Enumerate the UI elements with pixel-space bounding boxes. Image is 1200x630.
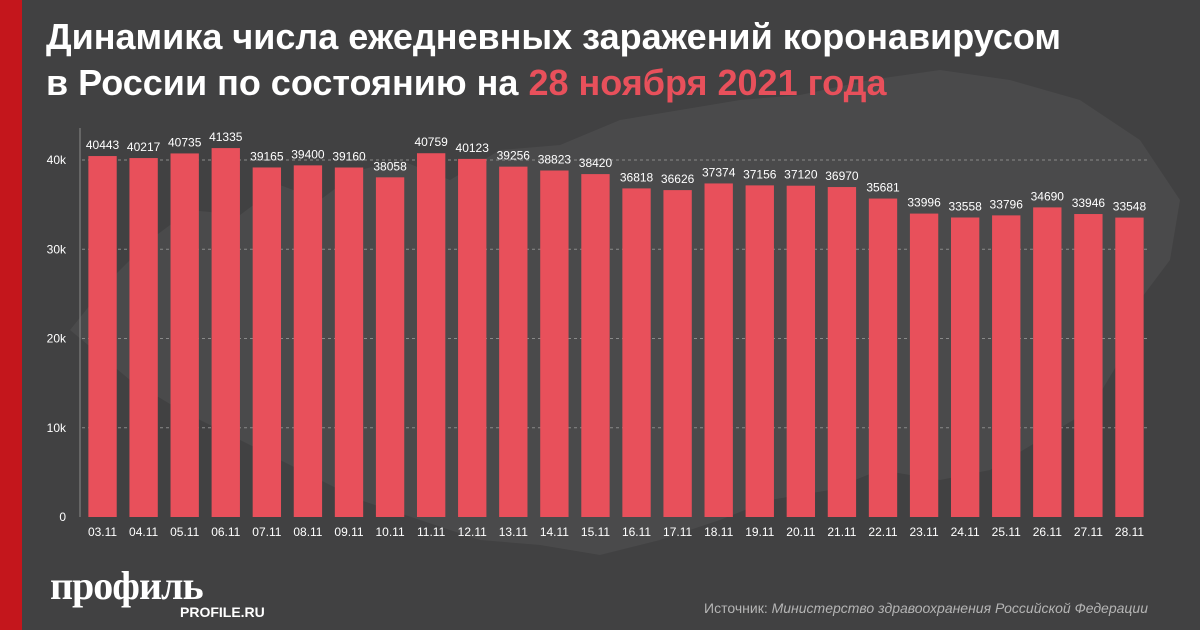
bar [704,183,733,517]
x-tick-label: 22.11 [868,525,897,539]
bar [375,177,405,518]
data-label: 39160 [332,149,366,163]
bar [211,148,240,517]
bar [622,188,651,517]
bar [992,215,1021,517]
x-tick-label: 04.11 [129,525,158,539]
data-label: 38823 [538,153,572,167]
data-label: 36818 [620,170,654,184]
x-tick-label: 06.11 [211,525,240,539]
bar [88,156,117,518]
bar [663,190,692,517]
x-tick-label: 05.11 [170,525,199,539]
data-label: 33548 [1113,200,1147,214]
y-tick-label: 0 [59,510,66,524]
y-tick-label: 10k [47,421,67,435]
bar [334,167,364,517]
x-tick-label: 20.11 [786,525,815,539]
bar-layer [88,148,1144,518]
x-tick-label: 10.11 [376,525,405,539]
data-label: 41335 [209,130,243,144]
bar [458,158,487,517]
data-label: 39256 [497,149,531,163]
source-organization: Министерство здравоохранения Российской … [771,600,1148,616]
bar [950,217,980,517]
data-label: 34690 [1031,189,1065,203]
x-tick-label: 18.11 [704,525,733,539]
source-label: Источник: [704,600,772,616]
data-label: 33996 [907,196,941,210]
data-label: 38058 [373,159,407,173]
data-label: 40759 [414,135,448,149]
bar [540,170,569,517]
data-label: 33558 [948,199,982,213]
data-label: 40735 [168,135,202,149]
x-tick-label: 08.11 [293,525,322,539]
bar [581,174,610,517]
x-tick-label: 09.11 [334,525,363,539]
x-tick-label: 12.11 [458,525,487,539]
y-tick-label: 20k [47,332,67,346]
x-tick-label: 07.11 [252,525,281,539]
label-layer: 40443 40217 40735 41335 39165 39400 39160 38058… [86,130,1147,213]
bar [909,213,939,517]
x-tick-label: 21.11 [827,525,856,539]
x-tick-label: 15.11 [581,525,610,539]
x-tick-label: 13.11 [499,525,528,539]
data-label: 39400 [291,147,325,161]
bar [416,153,446,517]
bar [129,158,158,517]
bar [293,165,323,518]
x-tick-label: 23.11 [910,525,939,539]
data-label: 40217 [127,140,161,154]
y-tick-label: 40k [47,153,67,167]
data-label: 36626 [661,172,695,186]
x-tick-label: 24.11 [951,525,980,539]
x-tick-label: 14.11 [540,525,569,539]
data-label: 37120 [784,168,818,182]
y-tick-label: 30k [47,242,67,256]
bar [170,153,199,517]
data-label: 40123 [456,141,490,155]
data-label: 40443 [86,138,120,152]
bar [252,167,282,517]
data-label: 39165 [250,149,284,163]
x-tick-label: 17.11 [663,525,692,539]
bar [745,185,774,518]
x-tick-label: 03.11 [88,525,117,539]
data-label: 37374 [702,165,736,179]
data-label: 33946 [1072,196,1106,210]
source-note: Источник: Министерство здравоохранения Р… [704,600,1148,616]
x-tick-label: 25.11 [992,525,1021,539]
profile-logo: профиль [50,563,204,608]
data-label: 35681 [866,181,900,195]
x-tick-label: 27.11 [1074,525,1103,539]
x-tick-label: 11.11 [417,525,446,539]
bar [1074,214,1103,517]
bar [499,166,528,517]
bar [1033,207,1062,517]
accent-stripe [0,0,22,630]
data-label: 37156 [743,167,777,181]
bar [786,185,816,518]
bar [868,198,898,518]
x-tick-label: 19.11 [745,525,774,539]
chart-title: Динамика числа ежедневных заражений коро… [46,14,1176,106]
title-date-accent: 28 ноября 2021 года [528,62,887,103]
bar [827,187,857,517]
data-label: 38420 [579,156,613,170]
data-label: 36970 [825,169,859,183]
title-line-2-prefix: в России по состоянию на [46,62,529,103]
title-line-1: Динамика числа ежедневных заражений коро… [46,16,1062,57]
x-tick-label: 26.11 [1033,525,1062,539]
x-tick-label: 28.11 [1115,525,1144,539]
data-label: 33796 [990,197,1024,211]
axis-layer: 0 10k 20k 30k 40k 03.11 04.11 05.11 06.11 07.11 08… [47,128,1144,539]
x-tick-label: 16.11 [622,525,651,539]
bar [1115,217,1144,517]
profile-url: PROFILE.RU [180,604,265,620]
